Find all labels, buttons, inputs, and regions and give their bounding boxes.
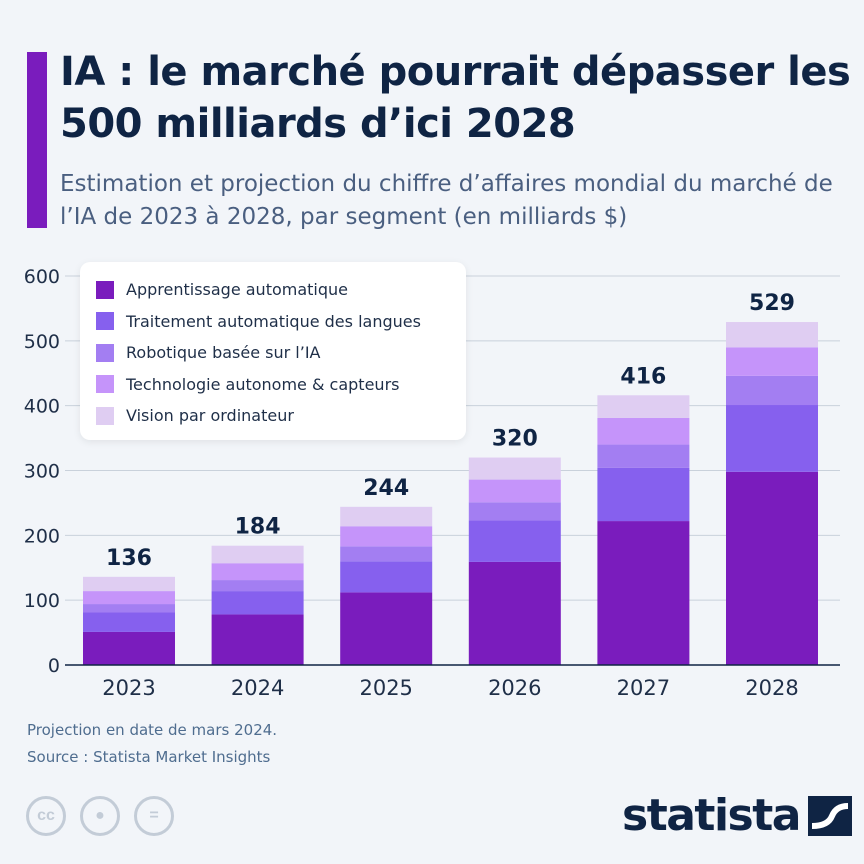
bar-segment-2024-3 bbox=[211, 563, 304, 581]
legend-label: Traitement automatique des langues bbox=[126, 311, 421, 331]
x-tick-label: 2023 bbox=[102, 676, 155, 700]
bar-segment-2027-0 bbox=[597, 521, 690, 665]
y-tick-label: 400 bbox=[24, 396, 60, 418]
y-tick-label: 200 bbox=[24, 525, 60, 547]
bar-segment-2027-1 bbox=[597, 467, 690, 522]
y-tick-label: 500 bbox=[24, 331, 60, 353]
legend-item[interactable]: Vision par ordinateur bbox=[96, 400, 450, 432]
cc-icon[interactable]: cc bbox=[26, 796, 66, 836]
total-label: 184 bbox=[235, 515, 281, 540]
source: Source : Statista Market Insights bbox=[27, 748, 271, 766]
bar-segment-2026-0 bbox=[468, 561, 561, 665]
bar-segment-2023-1 bbox=[83, 612, 175, 632]
legend-swatch bbox=[96, 343, 114, 362]
total-label: 320 bbox=[492, 427, 538, 452]
bar-segment-2028-0 bbox=[726, 471, 818, 665]
bar-segment-2023-4 bbox=[83, 576, 175, 592]
equals-icon[interactable]: = bbox=[134, 796, 174, 836]
y-tick-label: 0 bbox=[48, 655, 60, 677]
total-label: 529 bbox=[749, 291, 795, 316]
legend-label: Apprentissage automatique bbox=[126, 280, 349, 300]
bar-segment-2023-2 bbox=[83, 604, 175, 613]
bar-segment-2023-3 bbox=[83, 591, 175, 605]
bar-segment-2025-3 bbox=[340, 526, 433, 547]
bar-segment-2027-3 bbox=[597, 417, 690, 445]
bar-segment-2026-2 bbox=[468, 502, 561, 521]
bar-segment-2024-2 bbox=[211, 580, 304, 592]
statista-logo-mark bbox=[807, 795, 852, 836]
bar-segment-2024-1 bbox=[211, 591, 304, 615]
legend-item[interactable]: Apprentissage automatique bbox=[96, 274, 450, 306]
legend-label: Robotique basée sur l’IA bbox=[126, 343, 321, 363]
y-tick-label: 600 bbox=[24, 266, 60, 288]
bar-segment-2028-1 bbox=[726, 405, 818, 472]
statista-logo[interactable]: statista bbox=[622, 790, 852, 841]
bar-segment-2028-2 bbox=[726, 375, 818, 406]
y-tick-label: 100 bbox=[24, 590, 60, 612]
x-tick-label: 2024 bbox=[231, 676, 284, 700]
bar-segment-2025-4 bbox=[340, 506, 433, 527]
bar-segment-2026-3 bbox=[468, 479, 561, 503]
bar-segment-2028-3 bbox=[726, 347, 818, 376]
legend-label: Technologie autonome & capteurs bbox=[126, 374, 400, 394]
bar-segment-2024-4 bbox=[211, 545, 304, 564]
x-tick-label: 2025 bbox=[359, 676, 412, 700]
footnote: Projection en date de mars 2024. bbox=[27, 721, 278, 739]
legend-label: Vision par ordinateur bbox=[126, 406, 294, 426]
bar-segment-2026-1 bbox=[468, 520, 561, 562]
license-icons: cc ● = bbox=[26, 796, 174, 836]
x-tick-label: 2027 bbox=[617, 676, 670, 700]
bar-segment-2026-4 bbox=[468, 457, 561, 480]
title-accent-bar bbox=[27, 52, 47, 228]
legend-item[interactable]: Robotique basée sur l’IA bbox=[96, 337, 450, 369]
total-label: 416 bbox=[620, 364, 666, 389]
person-icon[interactable]: ● bbox=[80, 796, 120, 836]
bar-segment-2027-2 bbox=[597, 444, 690, 468]
total-label: 244 bbox=[363, 476, 409, 501]
page-subtitle: Estimation et projection du chiffre d’af… bbox=[60, 171, 833, 230]
bar-segment-2025-0 bbox=[340, 592, 433, 665]
legend-swatch bbox=[96, 280, 114, 299]
y-tick-label: 300 bbox=[24, 461, 60, 483]
bar-segment-2025-2 bbox=[340, 546, 433, 562]
bar-segment-2027-4 bbox=[597, 395, 690, 418]
page-title: IA : le marché pourrait dépasser les 500… bbox=[60, 49, 851, 147]
bar-segment-2028-4 bbox=[726, 322, 818, 348]
bar-segment-2024-0 bbox=[211, 614, 304, 665]
legend-item[interactable]: Traitement automatique des langues bbox=[96, 306, 450, 338]
legend-swatch bbox=[96, 312, 114, 331]
bar-segment-2025-1 bbox=[340, 561, 433, 593]
legend-item[interactable]: Technologie autonome & capteurs bbox=[96, 369, 450, 401]
total-label: 136 bbox=[106, 546, 152, 571]
x-tick-label: 2026 bbox=[488, 676, 541, 700]
legend-swatch bbox=[96, 375, 114, 394]
bar-segment-2023-0 bbox=[83, 631, 175, 665]
legend-swatch bbox=[96, 406, 114, 425]
legend: Apprentissage automatique Traitement auto… bbox=[80, 262, 466, 440]
x-tick-label: 2028 bbox=[745, 676, 798, 700]
